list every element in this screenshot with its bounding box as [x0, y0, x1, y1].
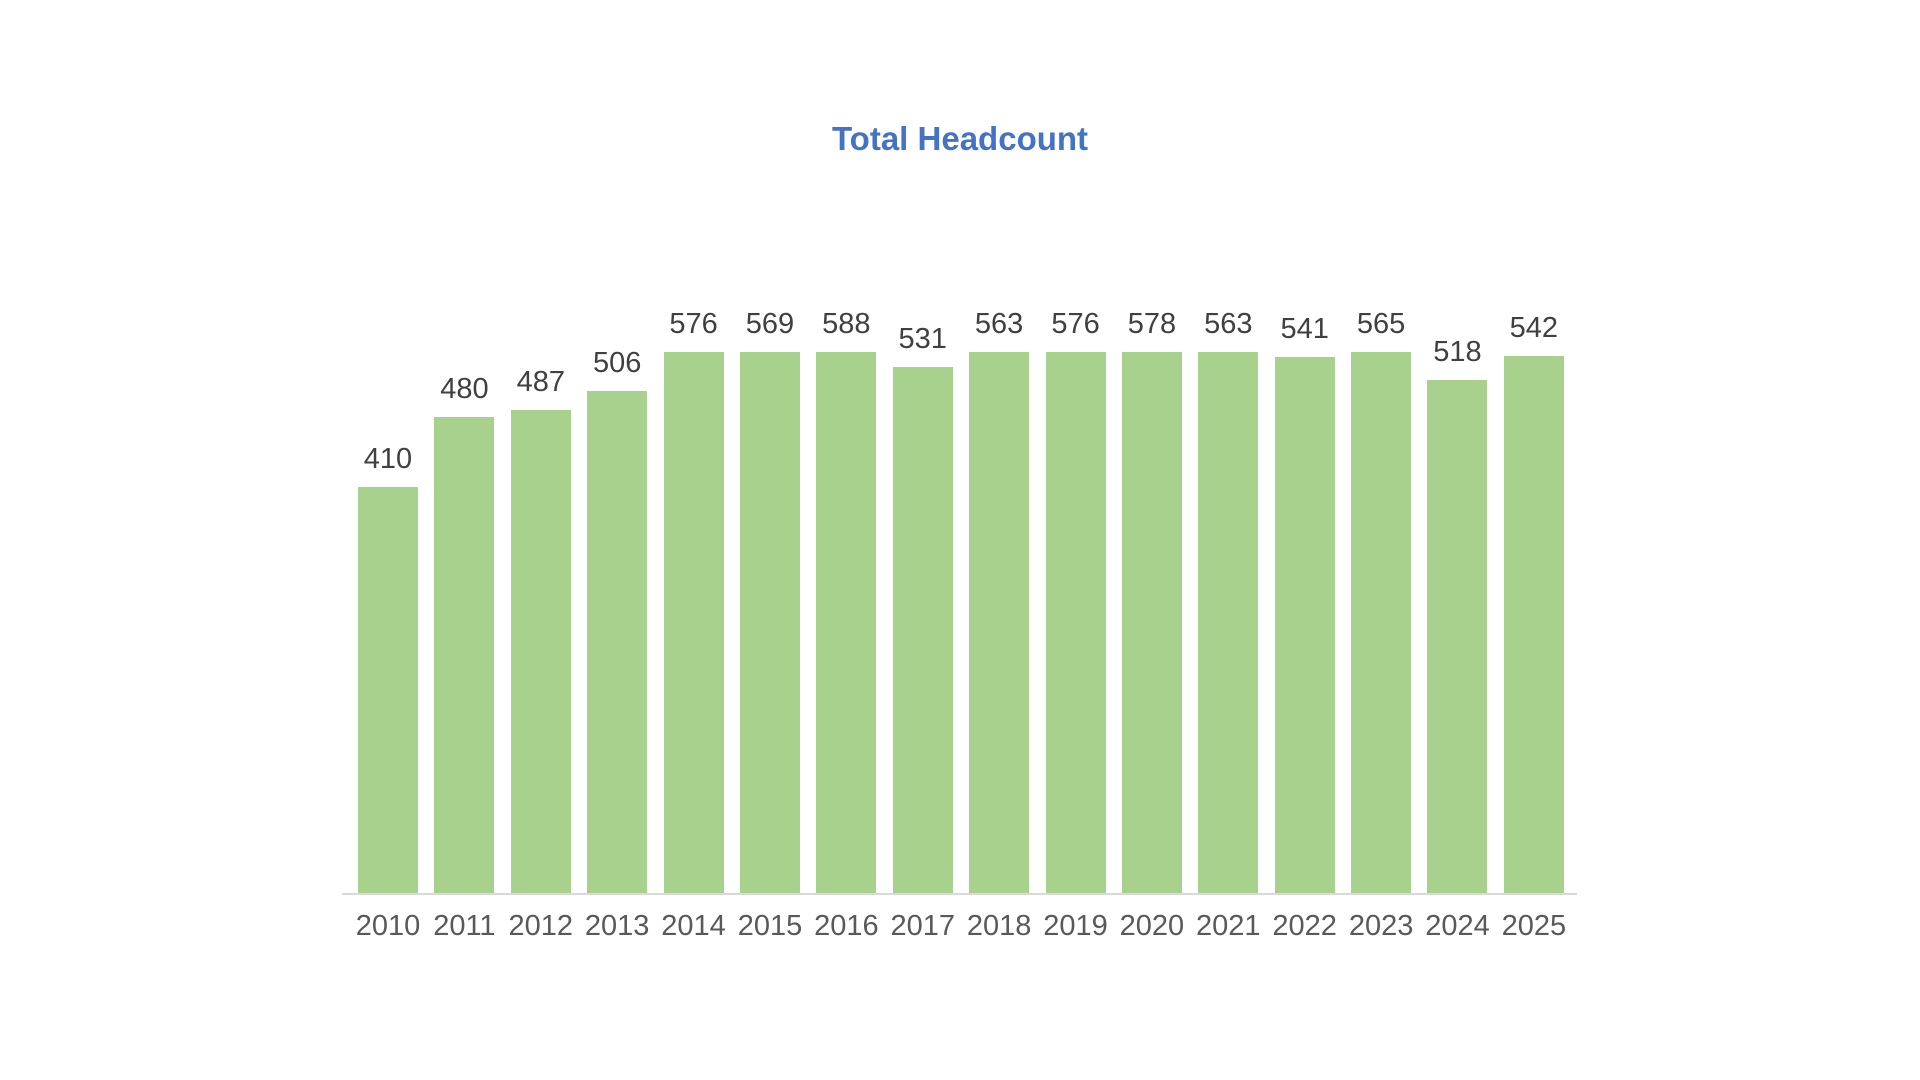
bar-group: 541	[1267, 308, 1343, 894]
bar-value-label: 542	[1509, 312, 1559, 344]
x-axis-tick-label: 2023	[1348, 910, 1414, 942]
bar	[1503, 356, 1564, 894]
bar-value-label: 578	[1127, 308, 1177, 340]
bar-value-label: 576	[669, 308, 718, 340]
x-axis-tick-label: 2024	[1425, 910, 1490, 942]
x-axis-tick-label: 2016	[814, 910, 879, 942]
bar-group: 578	[1114, 308, 1190, 894]
bar-group: 410	[350, 308, 426, 894]
bar-group: 518	[1419, 308, 1495, 894]
x-axis-line	[342, 893, 1577, 895]
bar-group: 588	[808, 308, 884, 894]
plot-area: 410 480 487 506 576 569 588 531 563 576	[342, 308, 1577, 942]
bar	[739, 352, 800, 894]
x-axis-tick-label: 2011	[433, 910, 496, 942]
bar	[1351, 352, 1412, 894]
bars-container: 410 480 487 506 576 569 588 531 563 576	[350, 308, 1572, 894]
x-axis-tick-label: 2010	[355, 910, 421, 942]
bar-value-label: 563	[974, 308, 1024, 340]
bar-value-label: 576	[1051, 308, 1100, 340]
bar-group: 563	[1190, 308, 1266, 894]
x-axis-tick-label: 2012	[508, 910, 574, 942]
bar-group: 569	[732, 308, 808, 894]
bar-value-label: 506	[592, 347, 642, 379]
bar-value-label: 480	[440, 373, 489, 405]
bar	[1274, 357, 1335, 894]
bar-value-label: 410	[363, 443, 413, 475]
bar-value-label: 518	[1433, 336, 1482, 368]
bar	[969, 352, 1030, 894]
bar	[1427, 380, 1488, 894]
bar-group: 565	[1343, 308, 1419, 894]
x-axis-tick-label: 2017	[890, 910, 955, 942]
bar	[1121, 352, 1182, 894]
bar	[1045, 352, 1106, 894]
bar	[892, 367, 953, 894]
bar-value-label: 541	[1280, 313, 1329, 345]
bar-value-label: 531	[898, 323, 947, 355]
bar-value-label: 569	[745, 308, 795, 340]
bar	[663, 352, 724, 894]
bar-value-label: 487	[516, 366, 565, 398]
bar	[816, 352, 877, 894]
bar-value-label: 588	[822, 308, 871, 340]
bar-group: 487	[503, 308, 579, 894]
bar-group: 480	[426, 308, 502, 894]
x-axis-tick-label: 2020	[1119, 910, 1185, 942]
chart-title: Total Headcount	[831, 120, 1089, 157]
bar-group: 576	[656, 308, 732, 894]
bar	[1198, 352, 1259, 894]
x-axis-tick-label: 2022	[1272, 910, 1337, 942]
x-axis-tick-label: 2021	[1196, 910, 1261, 942]
x-axis-tick-label: 2019	[1043, 910, 1108, 942]
bar-group: 563	[961, 308, 1037, 894]
bar	[587, 391, 648, 894]
bar-value-label: 565	[1356, 308, 1406, 340]
x-axis-labels: 2010 2011 2012 2013 2014 2015 2016 2017 …	[350, 910, 1572, 943]
bar-group: 542	[1496, 308, 1572, 894]
x-axis-tick-label: 2013	[584, 910, 650, 942]
bar	[358, 487, 418, 894]
x-axis-tick-label: 2018	[966, 910, 1032, 942]
bar-group: 576	[1038, 308, 1114, 894]
bar	[434, 417, 495, 894]
bar-group: 531	[885, 308, 961, 894]
bar-value-label: 563	[1204, 308, 1253, 340]
bar	[510, 410, 571, 894]
x-axis-tick-label: 2025	[1501, 910, 1567, 942]
x-axis-tick-label: 2014	[661, 910, 726, 942]
x-axis-tick-label: 2015	[737, 910, 803, 942]
bar-group: 506	[579, 308, 655, 894]
